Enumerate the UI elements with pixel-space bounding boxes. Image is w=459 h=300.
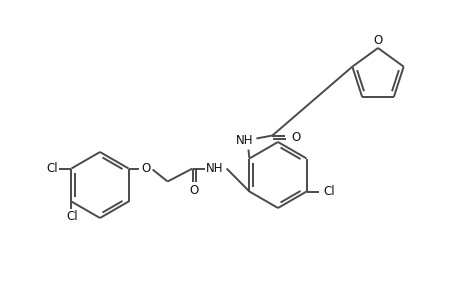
Text: O: O: [291, 131, 300, 144]
Text: Cl: Cl: [67, 210, 78, 223]
Text: NH: NH: [235, 134, 252, 147]
Text: Cl: Cl: [323, 185, 335, 198]
Text: O: O: [373, 34, 382, 46]
Text: O: O: [189, 184, 198, 197]
Text: O: O: [140, 162, 150, 175]
Text: NH: NH: [205, 162, 223, 175]
Text: Cl: Cl: [46, 162, 58, 175]
